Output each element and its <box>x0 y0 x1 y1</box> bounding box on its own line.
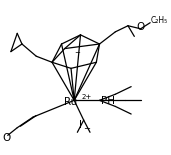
Text: −: − <box>74 50 80 56</box>
Text: −: − <box>83 124 90 133</box>
Text: O: O <box>136 22 145 32</box>
Text: 2+: 2+ <box>81 94 91 100</box>
Text: C₂H₅: C₂H₅ <box>151 16 168 25</box>
Text: PH: PH <box>101 96 115 106</box>
Text: Ru: Ru <box>64 97 78 107</box>
Text: I: I <box>79 120 82 131</box>
Text: O: O <box>3 133 11 143</box>
